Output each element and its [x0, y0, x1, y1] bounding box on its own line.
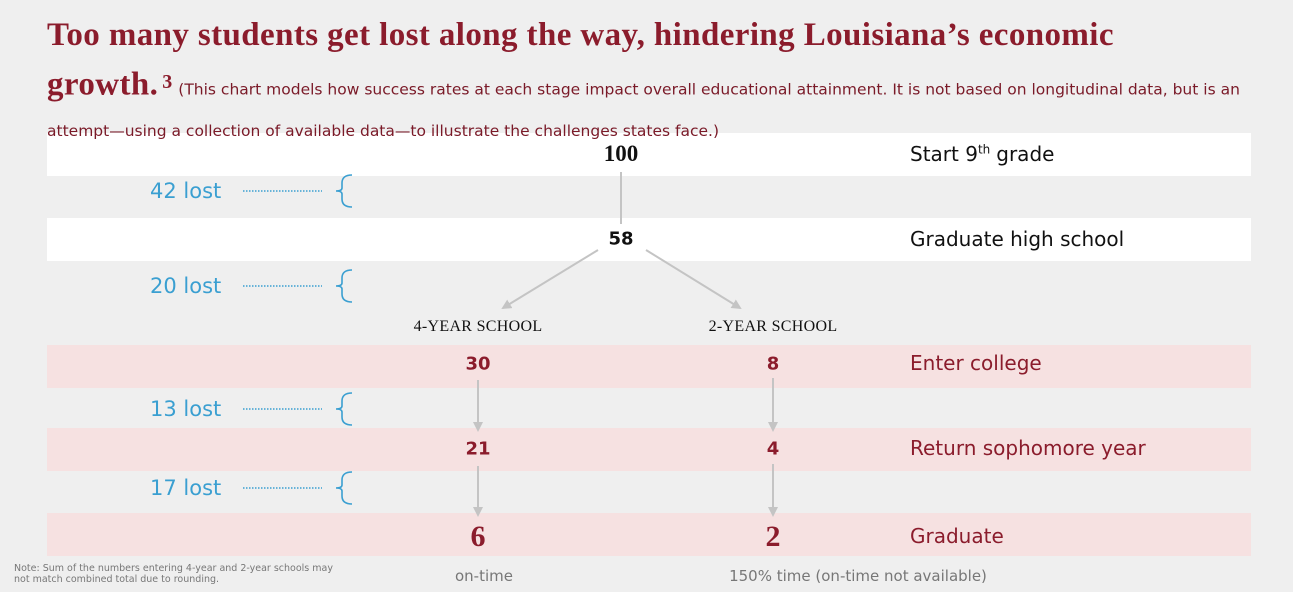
stage-label: Start 9th grade — [910, 142, 1054, 166]
stage-value: 21 — [465, 438, 491, 460]
bracket — [335, 269, 353, 303]
stage-value: 4 — [766, 438, 780, 460]
bracket — [335, 392, 353, 426]
label-part: th — [977, 142, 991, 157]
lost-label: 42 lost — [150, 179, 222, 203]
row-band — [47, 345, 1251, 388]
column-header: 4-YEAR SCHOOL — [413, 318, 543, 335]
note: Note: Sum of the numbers entering 4-year… — [14, 563, 333, 585]
stage-value: 100 — [603, 141, 639, 166]
stage-value: 8 — [766, 353, 780, 375]
lost-label: 17 lost — [150, 476, 222, 500]
row-band — [47, 133, 1251, 176]
bracket — [335, 471, 353, 505]
row-band — [47, 218, 1251, 261]
stage-value: 6 — [470, 520, 486, 553]
column-note: 150% time (on-time not available) — [729, 567, 987, 585]
title: Too many students get lost along the way… — [47, 17, 1114, 103]
stage-value: 30 — [465, 353, 491, 375]
label-part: grade — [996, 142, 1055, 166]
column-header: 2-YEAR SCHOOL — [708, 318, 838, 335]
stage-value: 58 — [608, 228, 634, 250]
stage-label: Enter college — [910, 351, 1042, 375]
header: Too many students get lost along the way… — [47, 14, 1287, 152]
arrow — [501, 249, 599, 310]
stage-label: Return sophomore year — [910, 436, 1146, 460]
row-band — [47, 428, 1251, 471]
lost-label: 13 lost — [150, 397, 222, 421]
arrow — [645, 249, 742, 310]
column-note: on-time — [455, 567, 513, 585]
stage-value: 2 — [765, 520, 781, 553]
bracket — [335, 174, 353, 208]
subtitle: (This chart models how success rates at … — [47, 80, 1240, 141]
lost-label: 20 lost — [150, 274, 222, 298]
row-band — [47, 513, 1251, 556]
stage-label: Graduate — [910, 524, 1004, 548]
stage-label: Graduate high school — [910, 227, 1125, 251]
label-part: Start 9 — [910, 142, 978, 166]
footnote-mark: 3 — [162, 71, 173, 93]
